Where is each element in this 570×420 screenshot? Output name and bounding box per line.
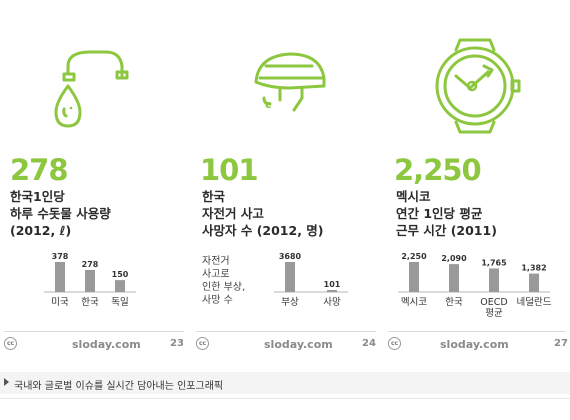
big-number: 101 <box>200 153 259 187</box>
desc-line: 자전거 사고 <box>202 206 264 221</box>
bar <box>285 262 295 292</box>
footer-line <box>196 331 376 332</box>
bar <box>55 262 65 292</box>
bar-value-label: 378 <box>52 252 69 261</box>
bar-value-label: 2,090 <box>441 254 467 263</box>
faucet-water-drop-icon <box>54 50 129 128</box>
panel-worktime: 2,250 멕시코 연간 1인당 평균 근무 시간 (2011) 2,250 멕시… <box>380 0 570 358</box>
category-label: 사망 <box>323 297 341 308</box>
bicycle-helmet-icon: c <box>254 52 326 112</box>
category-label: 평균 <box>485 308 503 319</box>
bar-value-label: 2,250 <box>401 252 427 261</box>
bar <box>85 269 95 292</box>
side-label-line: 사고로 <box>202 269 230 280</box>
bar <box>449 264 459 292</box>
wristwatch-icon <box>435 38 521 134</box>
cc-icon: cc <box>4 337 17 350</box>
divider <box>0 398 570 399</box>
bar-value-label: 1,382 <box>521 264 546 273</box>
desc-line: 한국1인당 <box>10 189 65 204</box>
desc-line: 멕시코 <box>396 189 431 204</box>
cc-icon: cc <box>388 337 401 350</box>
bar-chart-water: 378 미국 278 한국 150 독일 <box>44 252 136 308</box>
bar <box>489 268 499 292</box>
bar <box>115 280 125 292</box>
side-label-line: 사망 수 <box>202 295 233 306</box>
footer-line <box>388 331 566 332</box>
category-label: 한국 <box>81 297 99 308</box>
category-label: OECD <box>480 297 507 308</box>
desc-line: 연간 1인당 평균 <box>396 206 483 221</box>
category-label: 부상 <box>281 297 299 308</box>
bar-value-label: 278 <box>82 260 99 269</box>
category-label: 멕시코 <box>401 297 427 308</box>
side-label-line: 자전거 <box>202 256 230 267</box>
caption-arrow-icon <box>4 378 9 386</box>
footer-brand: sloday.com <box>72 338 141 351</box>
page-number: 24 <box>362 338 376 349</box>
description: 멕시코 연간 1인당 평균 근무 시간 (2011) <box>396 188 497 239</box>
bar-value-label: 3680 <box>279 252 302 261</box>
category-label: 미국 <box>51 297 69 308</box>
description: 한국 자전거 사고 사망자 수 (2012, 명) <box>202 188 324 239</box>
svg-text:c: c <box>265 98 272 111</box>
category-label: 한국 <box>445 297 463 308</box>
bar <box>409 262 419 292</box>
footer-brand: sloday.com <box>440 338 509 351</box>
category-label: 네덜란드 <box>517 296 552 308</box>
bar-value-label: 1,765 <box>481 258 507 267</box>
desc-line: 하루 수돗물 사용량 <box>10 206 111 221</box>
big-number: 2,250 <box>394 153 482 187</box>
page-number: 23 <box>170 338 184 349</box>
side-label-line: 인한 부상, <box>202 282 246 293</box>
bar <box>327 290 337 292</box>
page-number: 27 <box>554 338 568 349</box>
cc-icon: cc <box>196 337 209 350</box>
category-label: 독일 <box>111 297 128 308</box>
panel-water: 278 한국1인당 하루 수돗물 사용량 (2012, ℓ) 378 미국 278 한… <box>0 0 190 358</box>
panel-bicycle: c 101 한국 자전거 사고 사망자 수 (2012, 명) 자전거 사고로 … <box>190 0 380 358</box>
big-number: 278 <box>10 153 69 187</box>
footer-brand: sloday.com <box>264 338 333 351</box>
desc-line: 한국 <box>202 189 226 204</box>
bar-value-label: 101 <box>324 280 341 289</box>
footer-line <box>4 331 184 332</box>
bar <box>529 273 539 292</box>
description: 한국1인당 하루 수돗물 사용량 (2012, ℓ) <box>10 188 111 239</box>
desc-line: 사망자 수 (2012, 명) <box>202 223 324 238</box>
caption-text: 국내와 글로벌 이슈를 실시간 담아내는 인포그래픽 <box>14 381 224 392</box>
desc-line: (2012, ℓ) <box>10 223 72 238</box>
bar-chart-bicycle: 3680 부상 101 사망 <box>274 252 348 308</box>
bar-value-label: 150 <box>112 270 129 279</box>
desc-line: 근무 시간 (2011) <box>396 223 497 238</box>
caption-bar <box>0 372 570 394</box>
chart-side-label: 자전거 사고로 인한 부상, 사망 수 <box>202 255 245 307</box>
